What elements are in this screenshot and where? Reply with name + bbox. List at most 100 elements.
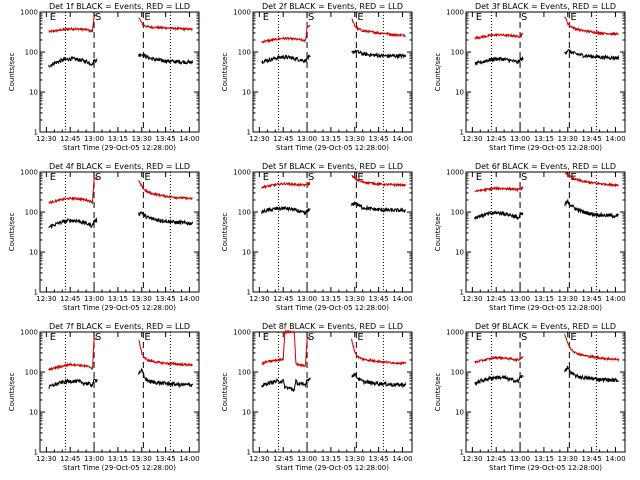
panel-title: Det 8f BLACK = Events, RED = LLD — [262, 322, 403, 331]
marker-label-e: E — [263, 332, 269, 343]
lld-series-segment-2 — [138, 339, 193, 368]
panel-det-1: Det 1f BLACK = Events, RED = LLD 12:30 12:… — [8, 2, 200, 152]
x-tick-label: 13:30 — [558, 295, 578, 303]
y-tick-label: 10 — [455, 249, 464, 257]
x-tick-label: 13:15 — [108, 295, 128, 303]
y-tick-label: 10 — [29, 409, 38, 417]
events-series-segment-2 — [564, 365, 619, 384]
lld-series-segment-2 — [564, 16, 619, 37]
lld-series-segment-2 — [138, 180, 193, 201]
x-tick-label: 12:45 — [273, 455, 293, 463]
plot-frame — [39, 331, 200, 453]
events-series-segment-2 — [138, 53, 194, 65]
lld-series-segment-2 — [351, 338, 407, 366]
events-series-segment-1 — [261, 54, 311, 65]
x-tick-label: 12:45 — [60, 295, 80, 303]
events-series-segment-1 — [48, 378, 98, 390]
y-tick-label: 1 — [460, 289, 464, 297]
x-tick-label: 14:00 — [605, 455, 625, 463]
panel-title: Det 1f BLACK = Events, RED = LLD — [49, 2, 190, 11]
x-tick-label: 13:30 — [558, 455, 578, 463]
events-series-segment-2 — [351, 201, 406, 214]
y-tick-label: 1000 — [233, 9, 251, 17]
x-tick-label: 13:00 — [510, 295, 530, 303]
y-tick-label: 1 — [460, 129, 464, 137]
y-tick-label: 1 — [34, 289, 38, 297]
marker-label-s: S — [308, 12, 314, 23]
lld-series-segment-2 — [564, 334, 620, 363]
x-tick-label: 13:30 — [345, 295, 365, 303]
marker-label-e: E — [263, 172, 269, 183]
x-tick-label: 13:15 — [108, 135, 128, 143]
x-tick-label: 13:15 — [534, 135, 554, 143]
y-axis-label: Counts/sec — [8, 53, 16, 92]
panel-title: Det 4f BLACK = Events, RED = LLD — [49, 162, 190, 171]
y-tick-label: 100 — [238, 369, 251, 377]
y-tick-label: 1000 — [233, 329, 251, 337]
events-series-segment-1 — [261, 377, 311, 393]
lld-series-segment-1 — [48, 13, 98, 34]
y-tick-label: 100 — [25, 209, 38, 217]
x-axis-label: Start Time (29-Oct-05 12:28:00) — [276, 464, 389, 472]
x-tick-label: 13:00 — [297, 455, 317, 463]
y-tick-label: 1000 — [20, 329, 38, 337]
x-axis-label: Start Time (29-Oct-05 12:28:00) — [489, 144, 602, 152]
plot-frame — [465, 11, 626, 133]
y-tick-label: 1 — [460, 449, 464, 457]
lld-series-segment-2 — [138, 17, 193, 32]
y-tick-label: 10 — [29, 249, 38, 257]
x-tick-label: 13:45 — [582, 135, 602, 143]
x-axis-label: Start Time (29-Oct-05 12:28:00) — [489, 304, 602, 312]
x-tick-label: 12:30 — [249, 455, 269, 463]
y-tick-label: 1 — [247, 289, 251, 297]
y-tick-label: 10 — [455, 409, 464, 417]
panel-det-2: Det 2f BLACK = Events, RED = LLD 12:30 12:… — [221, 2, 413, 152]
y-tick-label: 10 — [242, 409, 251, 417]
lld-series-segment-1 — [48, 337, 98, 372]
y-axis-label: Counts/sec — [8, 373, 16, 412]
x-tick-label: 12:45 — [273, 135, 293, 143]
x-tick-label: 13:45 — [156, 135, 176, 143]
x-tick-label: 14:00 — [392, 295, 412, 303]
y-tick-label: 10 — [242, 249, 251, 257]
y-tick-label: 100 — [238, 209, 251, 217]
x-tick-label: 13:45 — [156, 455, 176, 463]
y-tick-label: 1000 — [446, 9, 464, 17]
x-tick-label: 13:15 — [321, 295, 341, 303]
marker-label-e: E — [50, 12, 56, 23]
x-tick-label: 13:45 — [582, 455, 602, 463]
x-tick-label: 14:00 — [179, 295, 199, 303]
x-axis-label: Start Time (29-Oct-05 12:28:00) — [63, 464, 176, 472]
x-tick-label: 13:15 — [321, 455, 341, 463]
events-series-segment-2 — [351, 49, 407, 60]
x-tick-label: 12:30 — [249, 135, 269, 143]
x-tick-label: 13:00 — [510, 135, 530, 143]
y-tick-label: 1000 — [446, 329, 464, 337]
y-tick-label: 10 — [455, 89, 464, 97]
marker-label-e: E — [144, 172, 150, 183]
lld-series-segment-1 — [48, 176, 98, 205]
panel-title: Det 7f BLACK = Events, RED = LLD — [49, 322, 190, 331]
marker-label-e: E — [476, 332, 482, 343]
panel-det-6: Det 6f BLACK = Events, RED = LLD 12:30 12:… — [434, 162, 626, 312]
marker-label-e: E — [357, 172, 363, 183]
plot-frame — [252, 11, 413, 133]
marker-label-s: S — [95, 12, 101, 23]
y-axis-label: Counts/sec — [221, 213, 229, 252]
y-tick-label: 1000 — [233, 169, 251, 177]
marker-label-e: E — [476, 172, 482, 183]
panel-title: Det 9f BLACK = Events, RED = LLD — [475, 322, 616, 331]
y-axis-label: Counts/sec — [434, 53, 442, 92]
x-tick-label: 13:45 — [369, 455, 389, 463]
x-tick-label: 13:00 — [84, 455, 104, 463]
y-tick-label: 1000 — [20, 9, 38, 17]
panel-det-7: Det 7f BLACK = Events, RED = LLD 12:30 12:… — [8, 322, 200, 472]
x-tick-label: 13:00 — [297, 295, 317, 303]
marker-label-s: S — [95, 332, 101, 343]
events-series-segment-2 — [138, 367, 194, 389]
x-tick-label: 14:00 — [392, 455, 412, 463]
x-tick-label: 13:00 — [297, 135, 317, 143]
panel-det-3: Det 3f BLACK = Events, RED = LLD 12:30 12:… — [434, 2, 626, 152]
x-tick-label: 13:30 — [132, 295, 152, 303]
